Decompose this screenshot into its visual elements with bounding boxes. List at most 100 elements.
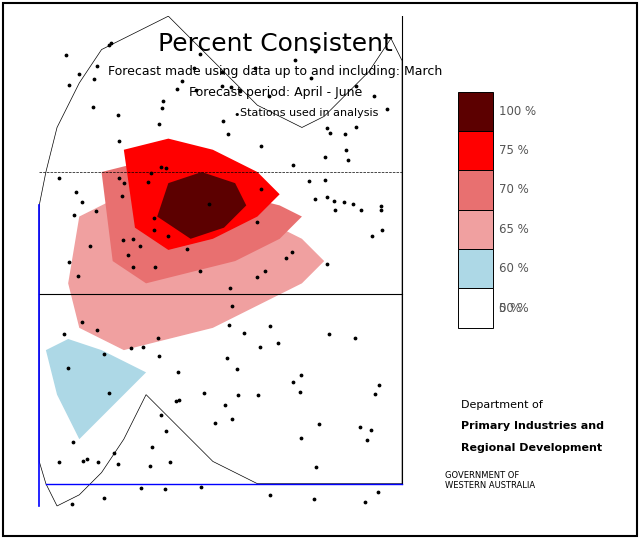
Point xyxy=(199,389,209,397)
Point xyxy=(89,75,99,84)
Point xyxy=(160,485,170,494)
Point xyxy=(288,378,298,386)
Point xyxy=(340,130,350,139)
Point xyxy=(220,400,230,409)
Point xyxy=(113,111,124,120)
Point xyxy=(304,176,314,185)
Point xyxy=(309,494,319,503)
Point xyxy=(156,162,166,171)
Point xyxy=(225,82,236,91)
Point xyxy=(92,62,102,71)
Point xyxy=(250,64,260,72)
Point xyxy=(232,364,243,373)
Point xyxy=(99,349,109,358)
Point xyxy=(255,342,265,351)
Point xyxy=(310,47,320,56)
Point xyxy=(64,258,74,266)
Point xyxy=(174,396,184,404)
Point xyxy=(164,458,175,466)
Point xyxy=(161,426,171,435)
Point xyxy=(154,120,164,128)
Point xyxy=(362,436,372,445)
Point xyxy=(239,329,250,337)
Point xyxy=(84,242,95,251)
Point xyxy=(67,437,77,446)
Point xyxy=(163,232,173,240)
Text: •: • xyxy=(234,110,240,121)
Text: 100 %: 100 % xyxy=(499,105,536,118)
Text: Primary Industries and: Primary Industries and xyxy=(461,421,604,431)
Point xyxy=(195,50,205,58)
Point xyxy=(273,338,284,347)
Point xyxy=(233,391,243,399)
Point xyxy=(138,343,148,352)
Point xyxy=(88,103,98,112)
Polygon shape xyxy=(46,339,146,439)
Point xyxy=(350,334,360,342)
Text: 0 %: 0 % xyxy=(499,301,522,315)
Point xyxy=(314,420,324,429)
Polygon shape xyxy=(124,139,280,250)
Text: GOVERNMENT OF
WESTERN AUSTRALIA: GOVERNMENT OF WESTERN AUSTRALIA xyxy=(445,471,535,490)
Point xyxy=(376,225,387,234)
Point xyxy=(114,173,124,182)
Text: 65 %: 65 % xyxy=(499,223,529,236)
Point xyxy=(264,92,274,100)
Point xyxy=(322,259,332,268)
Polygon shape xyxy=(157,172,246,239)
Point xyxy=(128,262,138,271)
Point xyxy=(320,176,330,184)
Point xyxy=(104,41,115,50)
Point xyxy=(77,198,87,206)
Point xyxy=(173,368,184,376)
Text: Forecast period: April - June: Forecast period: April - June xyxy=(189,86,362,99)
Point xyxy=(223,129,233,138)
Point xyxy=(322,193,332,202)
Text: Forecast made using data up to and including: March: Forecast made using data up to and inclu… xyxy=(108,65,442,78)
Point xyxy=(114,137,124,146)
Polygon shape xyxy=(102,161,302,284)
Point xyxy=(77,456,88,465)
Point xyxy=(67,499,77,508)
Point xyxy=(117,191,127,200)
Point xyxy=(256,185,266,194)
Text: Percent Consistent: Percent Consistent xyxy=(158,32,392,57)
Point xyxy=(311,462,321,471)
Point xyxy=(146,169,156,177)
Point xyxy=(69,210,79,219)
Text: Department of: Department of xyxy=(461,399,543,410)
Point xyxy=(195,267,205,276)
Point xyxy=(252,273,262,281)
Point xyxy=(341,146,351,154)
Point xyxy=(196,482,206,491)
Point xyxy=(320,153,330,161)
Point xyxy=(191,86,202,94)
Point xyxy=(177,77,188,86)
Point xyxy=(135,241,145,250)
Point xyxy=(280,254,291,262)
Point xyxy=(321,123,332,132)
Point xyxy=(217,67,227,76)
Point xyxy=(154,351,164,360)
Point xyxy=(145,462,155,471)
Point xyxy=(348,200,358,209)
Point xyxy=(356,206,366,215)
Point xyxy=(265,490,275,499)
Point xyxy=(93,458,103,467)
Text: 75 %: 75 % xyxy=(499,144,529,157)
Point xyxy=(136,484,146,493)
Point xyxy=(54,174,65,182)
Point xyxy=(324,330,335,338)
Point xyxy=(113,459,123,468)
Text: 50 %: 50 % xyxy=(499,301,529,315)
Point xyxy=(157,103,167,112)
Point xyxy=(225,284,236,293)
Point xyxy=(77,318,87,327)
Point xyxy=(118,236,129,245)
Point xyxy=(355,423,365,431)
Point xyxy=(289,161,299,170)
Point xyxy=(217,82,227,91)
Point xyxy=(369,92,379,100)
Point xyxy=(329,197,339,205)
Point xyxy=(152,333,163,342)
